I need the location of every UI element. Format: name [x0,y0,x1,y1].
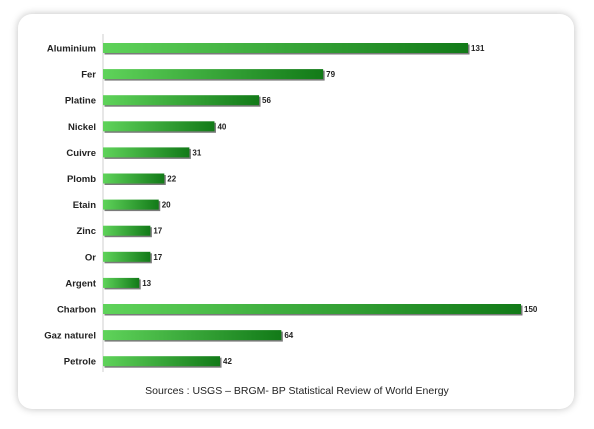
value-label-nickel: 40 [217,122,226,131]
bar-cuivre [103,147,190,158]
bar-aluminium [103,43,469,53]
value-label-or: 17 [153,253,162,262]
value-label-plomb: 22 [167,175,176,184]
value-label-aluminium: 131 [471,44,485,53]
value-label-petrole: 42 [223,357,232,366]
category-label-argent: Argent [65,278,96,289]
category-label-nickel: Nickel [68,122,96,133]
value-label-zinc: 17 [153,227,162,236]
bar-nickel [103,121,215,132]
category-label-cuivre: Cuivre [66,148,96,159]
bar-gaz-naturel [103,330,282,341]
category-label-fer: Fer [81,70,96,81]
bar-argent [103,277,140,288]
category-label-etain: Etain [73,200,96,211]
category-label-gaz-naturel: Gaz naturel [44,331,96,342]
category-label-charbon: Charbon [57,305,96,316]
category-label-aluminium: Aluminium [47,44,96,55]
value-label-fer: 79 [326,70,335,79]
category-label-or: Or [85,252,96,263]
value-label-platine: 56 [262,96,271,105]
bar-charbon [103,304,521,314]
bar-fer [103,69,324,80]
category-label-plomb: Plomb [67,174,96,185]
category-label-platine: Platine [65,96,96,107]
value-label-cuivre: 31 [192,148,201,157]
value-label-argent: 13 [142,279,151,288]
bar-or [103,251,151,262]
bar-platine [103,95,260,106]
bar-etain [103,199,159,210]
value-label-gaz-naturel: 64 [284,331,293,340]
value-label-charbon: 150 [524,305,538,314]
category-label-zinc: Zinc [76,226,96,237]
source-note: Sources : USGS – BRGM- BP Statistical Re… [145,385,449,397]
bar-petrole [103,356,221,367]
value-label-etain: 20 [162,201,171,210]
bar-zinc [103,225,151,236]
category-label-petrole: Petrole [64,357,96,368]
bar-plomb [103,173,165,184]
